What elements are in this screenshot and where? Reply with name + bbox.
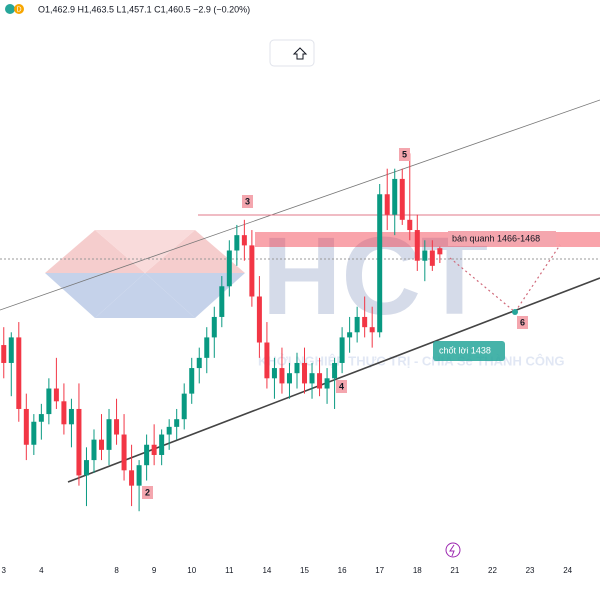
candle-body [46,388,52,415]
x-tick-label: 23 [526,566,535,575]
candle-body [324,378,330,389]
candle-body [354,316,360,333]
candle-body [226,250,232,287]
candle-body [151,444,157,455]
candle-body [256,296,262,343]
upper-channel [0,99,600,311]
candle-body [279,368,285,384]
candle-body [286,373,292,384]
status-dot [14,4,24,14]
candle-body [294,362,300,374]
candle-body [68,408,74,425]
candle-body [429,250,435,266]
x-tick-label: 24 [563,566,572,575]
candle-body [317,373,323,389]
point-label: 5 [402,149,407,159]
candle-body [339,337,345,363]
candle-body [211,316,217,338]
candle-body [384,194,390,215]
candle-body [166,426,172,435]
candle-body [332,362,338,379]
badge: D [16,6,21,13]
candle-body [422,250,428,261]
scroll-button[interactable] [269,39,315,67]
x-tick-label: 10 [187,566,196,575]
candle-body [91,439,97,461]
x-tick-label: 18 [413,566,422,575]
candle-body [264,342,270,379]
point-label: 4 [339,381,344,391]
status-dot [5,4,15,14]
bolt [449,544,455,557]
candle-body [407,219,413,231]
candle-body [347,332,353,338]
x-tick-label: 8 [114,566,119,575]
candle-body [369,327,375,333]
up-icon [292,47,308,60]
event-icon[interactable] [445,542,461,558]
x-tick-label: 14 [262,566,271,575]
x-tick-label: 16 [338,566,347,575]
zone-label-bg [448,231,556,246]
x-tick-label: 17 [375,566,384,575]
candle-body [204,337,210,358]
x-tick-label: 9 [152,566,157,575]
candle-body [302,362,308,384]
zone-label: bán quanh 1466-1468 [452,233,540,243]
candle-body [399,178,405,220]
candle-body [38,414,44,422]
candle-body [159,434,165,455]
point-label: 6 [520,317,525,327]
candle-body [53,388,59,402]
candle-body [437,248,443,255]
x-tick-label: 15 [300,566,309,575]
candle-body [144,444,150,466]
candle-body [16,337,22,409]
candle-body [392,178,398,215]
x-tick-label: 4 [39,566,44,575]
candle-body [241,235,247,246]
target-label-bg [433,341,505,361]
candle-body [219,286,225,317]
candle-body [271,368,277,379]
x-tick-label: 3 [2,566,7,575]
candle-body [234,235,240,251]
x-tick-label: 22 [488,566,497,575]
candle-body [129,470,135,486]
lower-channel [67,277,600,483]
candle-body [249,245,255,297]
candle-body [61,401,67,425]
candle-body [309,373,315,384]
candle-body [114,419,120,435]
target-point [512,309,518,315]
watermark-logo [45,230,245,318]
candle-body [181,393,187,420]
point-label: 2 [145,487,150,497]
x-tick-label: 11 [225,566,234,575]
candle-body [23,408,29,445]
candle-body [121,434,127,471]
candle-body [76,408,82,476]
candle-body [196,357,202,369]
candle-body [8,337,14,363]
candle-body [414,230,420,261]
candle-body [174,419,180,427]
candle-body [106,419,112,450]
target-label: chốt lời 1438 [439,345,491,355]
x-tick-label: 21 [450,566,459,575]
candle-body [189,368,195,394]
candle-body [136,465,142,486]
candle-body [83,460,89,476]
candle-body [31,421,37,445]
candle-body [1,345,7,363]
candle-body [362,316,368,328]
ohlc-header: O1,462.9 H1,463.5 L1,457.1 C1,460.5 −2.9… [38,4,250,14]
point-label: 3 [245,196,250,206]
candle-body [377,194,383,333]
candle-body [99,439,105,450]
